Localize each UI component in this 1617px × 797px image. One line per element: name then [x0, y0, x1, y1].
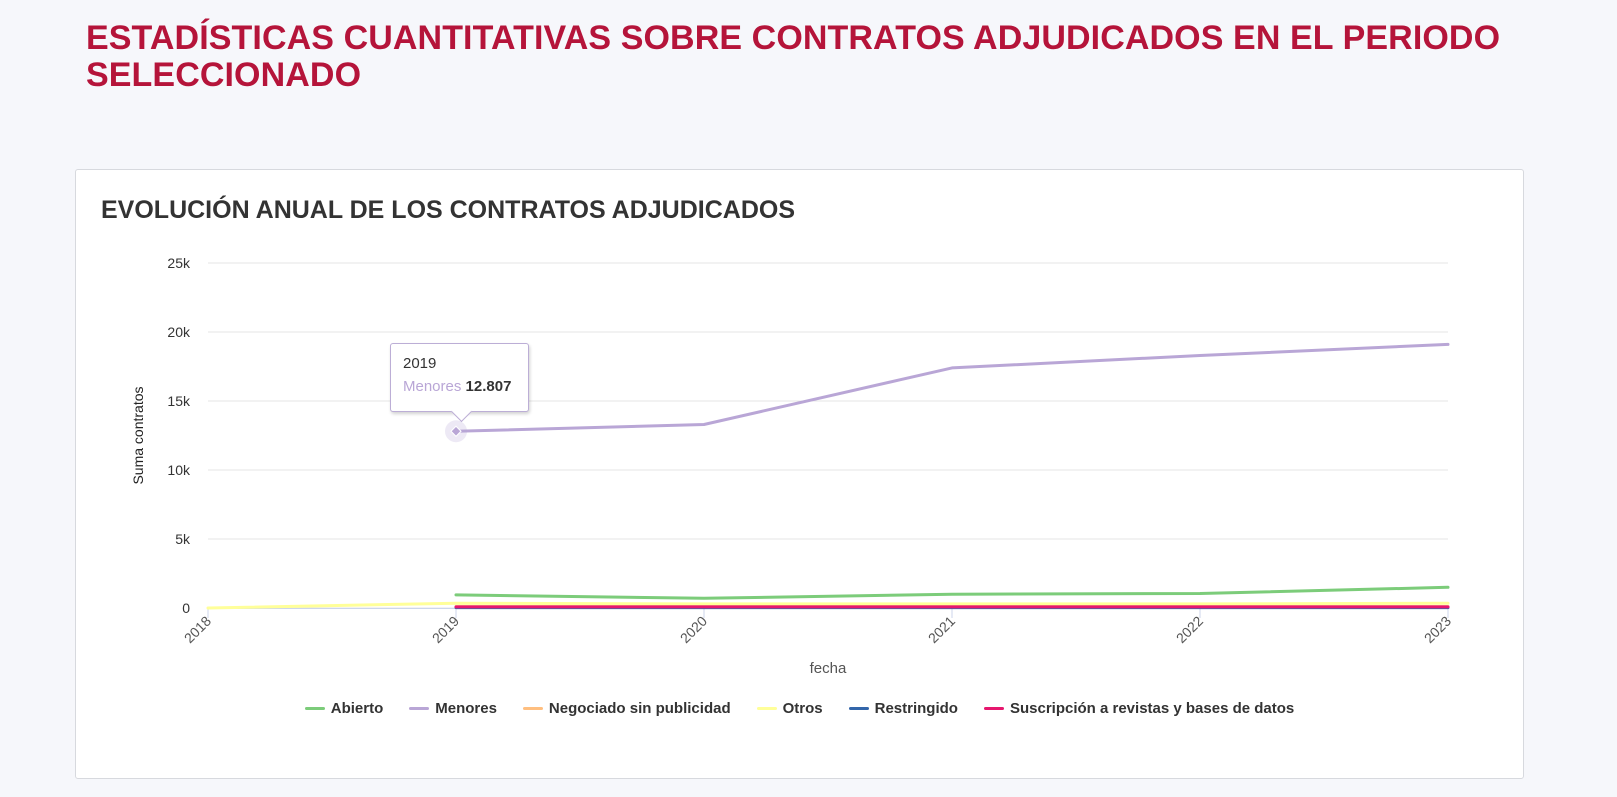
- y-tick-label: 5k: [175, 531, 191, 547]
- chart-legend: Abierto Menores Negociado sin publicidad Ot…: [76, 700, 1523, 717]
- tooltip-value: 12.807: [465, 378, 512, 395]
- legend-label: Restringido: [874, 700, 958, 717]
- y-axis-title: Suma contratos: [130, 386, 146, 484]
- legend-item[interactable]: Abierto: [304, 700, 384, 717]
- legend-label: Negociado sin publicidad: [548, 700, 731, 717]
- legend-label: Suscripción a revistas y bases de datos: [1009, 700, 1295, 717]
- legend-item[interactable]: Otros: [756, 700, 823, 717]
- chart-card-title: EVOLUCIÓN ANUAL DE LOS CONTRATOS ADJUDIC…: [101, 196, 796, 224]
- y-tick-label: 10k: [167, 462, 191, 478]
- tooltip-series-name: Menores: [403, 378, 462, 395]
- x-tick-label: 2023: [1421, 613, 1454, 646]
- x-tick-label: 2020: [677, 613, 710, 646]
- y-tick-label: 25k: [167, 255, 191, 271]
- x-tick-label: 2019: [429, 613, 462, 646]
- series-line-menores: [454, 342, 1450, 433]
- line-chart: 0 5k 10k 15k 20k 25k 2018 2019 2020 2021 2022 2023 f…: [130, 255, 1454, 677]
- x-axis-title: fecha: [810, 660, 847, 677]
- chart-tooltip: 2019 Menores 12.807: [390, 343, 529, 412]
- series-line-otros: [206, 601, 1450, 610]
- legend-swatch: [756, 707, 777, 710]
- legend-label: Otros: [782, 700, 823, 717]
- legend-swatch: [983, 707, 1004, 710]
- legend-swatch: [848, 707, 869, 710]
- x-tick-label: 2018: [181, 613, 214, 646]
- chart-card: EVOLUCIÓN ANUAL DE LOS CONTRATOS ADJUDIC…: [75, 169, 1524, 779]
- legend-item[interactable]: Suscripción a revistas y bases de datos: [983, 700, 1295, 717]
- tooltip-year: 2019: [403, 355, 437, 372]
- legend-item[interactable]: Menores: [409, 700, 497, 717]
- legend-label: Menores: [435, 700, 497, 717]
- y-tick-label: 15k: [167, 393, 191, 409]
- legend-item[interactable]: Restringido: [848, 700, 958, 717]
- y-tick-label: 20k: [167, 324, 191, 340]
- x-tick-label: 2021: [925, 613, 958, 646]
- page-title: ESTADÍSTICAS CUANTITATIVAS SOBRE CONTRAT…: [86, 19, 1501, 94]
- legend-swatch: [304, 707, 325, 710]
- x-tick-label: 2022: [1173, 613, 1206, 646]
- legend-item[interactable]: Negociado sin publicidad: [522, 700, 731, 717]
- legend-swatch: [522, 707, 543, 710]
- legend-label: Abierto: [330, 700, 384, 717]
- series-line-abierto: [454, 585, 1450, 600]
- hover-point-marker: [450, 425, 462, 437]
- y-tick-label: 0: [182, 600, 190, 616]
- legend-swatch: [409, 707, 430, 710]
